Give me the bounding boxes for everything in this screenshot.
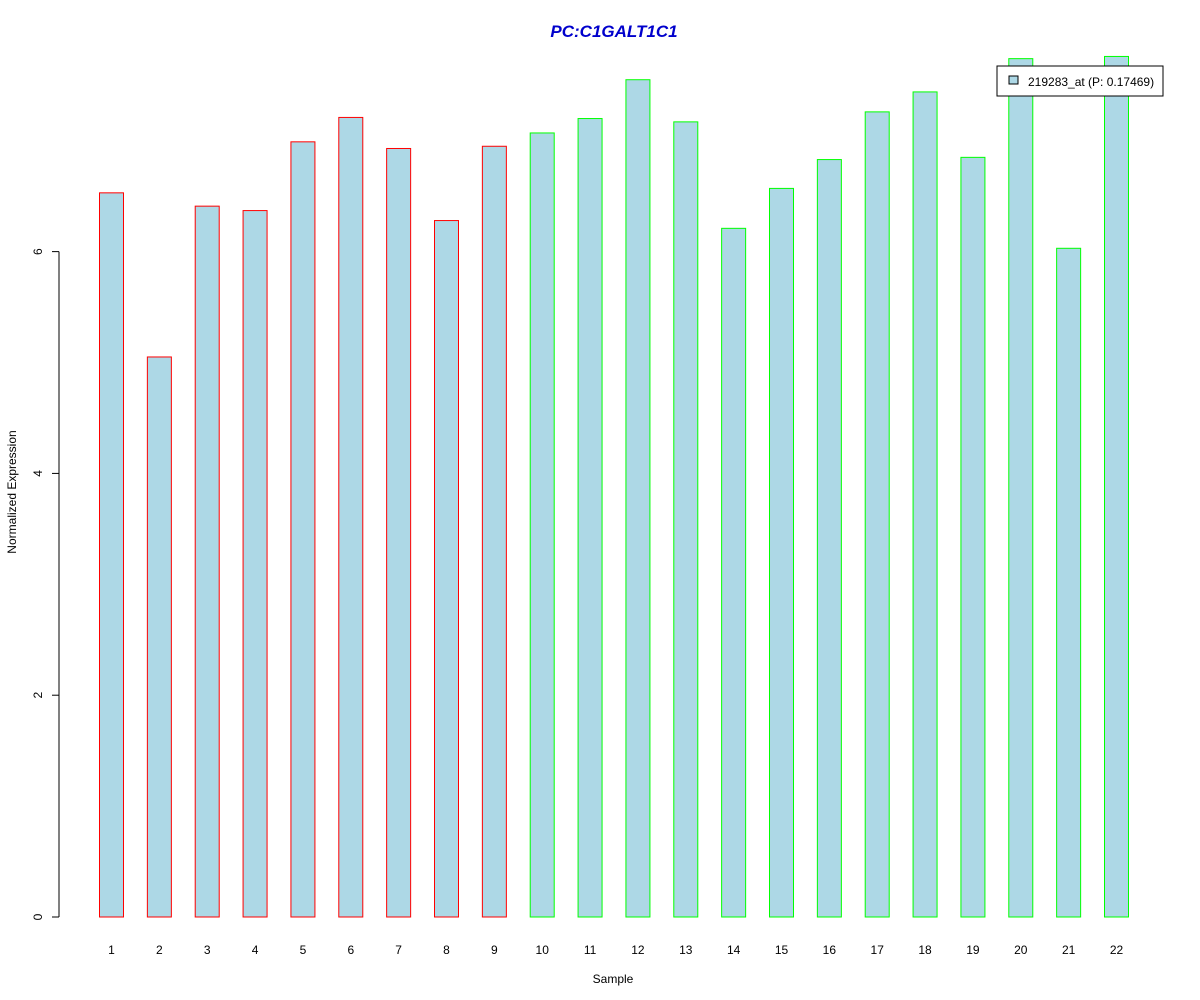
bar-sample-18 xyxy=(912,91,938,918)
x-tick-label: 2 xyxy=(156,943,163,957)
bar-sample-21 xyxy=(1056,247,1082,918)
bar-sample-6 xyxy=(338,116,364,918)
bar-sample-11 xyxy=(577,118,603,918)
legend-box xyxy=(996,65,1164,97)
legend-label: 219283_at (P: 0.17469) xyxy=(1028,75,1154,89)
bar-sample-8 xyxy=(434,220,459,918)
chart-title: PC:C1GALT1C1 xyxy=(550,22,677,41)
x-tick-label: 14 xyxy=(727,943,741,957)
x-tick-label: 5 xyxy=(300,943,307,957)
bar-sample-13 xyxy=(673,121,699,918)
x-tick-label: 21 xyxy=(1062,943,1076,957)
x-tick-label: 11 xyxy=(584,943,597,957)
x-tick-label: 13 xyxy=(679,943,693,957)
bar-sample-14 xyxy=(721,227,747,918)
x-tick-label: 15 xyxy=(775,943,789,957)
bar-sample-16 xyxy=(816,159,842,918)
bar-sample-2 xyxy=(146,356,172,918)
x-tick-label: 22 xyxy=(1110,943,1124,957)
y-tick-label: 2 xyxy=(31,692,45,699)
x-tick-label: 8 xyxy=(443,943,450,957)
x-tick-label: 19 xyxy=(966,943,980,957)
bar-sample-5 xyxy=(290,141,316,918)
x-tick-label: 16 xyxy=(823,943,837,957)
bar-sample-7 xyxy=(386,147,412,918)
legend: 219283_at (P: 0.17469) xyxy=(996,65,1164,97)
x-tick-label: 4 xyxy=(252,943,259,957)
y-tick-label: 6 xyxy=(31,248,45,255)
bar-sample-3 xyxy=(194,205,220,918)
y-tick-label: 4 xyxy=(31,470,45,477)
bar-sample-4 xyxy=(242,210,268,918)
bar-sample-20 xyxy=(1008,58,1034,918)
bar-sample-12 xyxy=(625,79,651,918)
x-axis-label: Sample xyxy=(593,972,634,986)
bars-group xyxy=(99,55,1129,918)
x-tick-label: 17 xyxy=(871,943,885,957)
x-tick-label: 7 xyxy=(395,943,402,957)
x-tick-label: 18 xyxy=(918,943,932,957)
bar-sample-22 xyxy=(1104,55,1129,918)
x-tick-label: 6 xyxy=(347,943,354,957)
bar-sample-17 xyxy=(864,111,890,918)
x-tick-label: 20 xyxy=(1014,943,1028,957)
bar-sample-9 xyxy=(481,145,507,918)
y-tick-label: 0 xyxy=(31,913,45,920)
x-tick-labels: 1 2 3 4 5 6 7 8 9 10 11 12 13 14 15 16 17 18 19 20 21 22 xyxy=(108,943,1123,957)
x-tick-label: 12 xyxy=(631,943,645,957)
bar-sample-10 xyxy=(529,132,555,918)
x-tick-label: 9 xyxy=(491,943,498,957)
bar-sample-1 xyxy=(99,192,124,918)
y-axis-label: Normalized Expression xyxy=(5,430,19,553)
bar-sample-15 xyxy=(769,187,794,918)
legend-swatch xyxy=(1008,75,1019,85)
bar-sample-19 xyxy=(960,156,986,918)
y-axis: 0 2 4 6 xyxy=(31,248,60,920)
x-tick-label: 1 xyxy=(108,943,115,957)
x-tick-label: 10 xyxy=(536,943,550,957)
x-tick-label: 3 xyxy=(204,943,211,957)
